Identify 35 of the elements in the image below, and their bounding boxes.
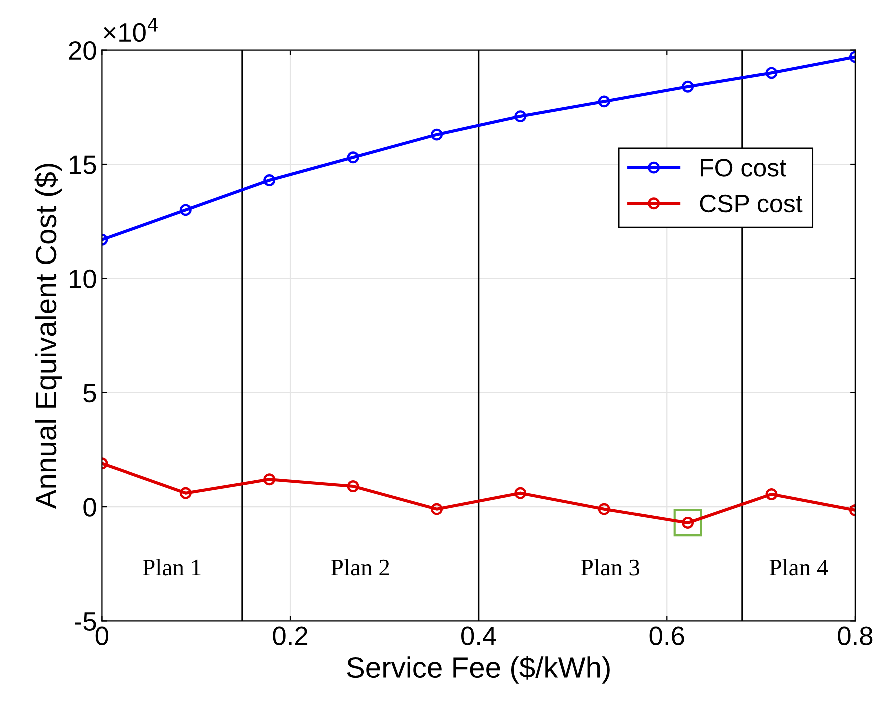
- x-tick-label: 0.6: [650, 626, 684, 646]
- point: [347, 152, 360, 164]
- point: [514, 110, 527, 123]
- point: [347, 480, 360, 492]
- point: [431, 128, 443, 141]
- point: [264, 474, 276, 486]
- point: [180, 204, 192, 216]
- annotation: Plan 4: [770, 559, 828, 576]
- y-tick-label: 10: [70, 270, 96, 289]
- x-tick-label: 0: [96, 626, 109, 646]
- y-tick-label: -5: [75, 612, 96, 632]
- y-axis-title: Annual Equivalent Cost ($): [34, 164, 62, 510]
- y-tick-label: 5: [84, 384, 96, 403]
- text: ×10$^{4}$: [104, 18, 158, 42]
- x-axis-title: Service Fee ($/kWh): [347, 656, 610, 684]
- point: [766, 67, 778, 80]
- x-tick-label: 0.8: [838, 626, 873, 646]
- legend-label: CSP cost: [700, 194, 803, 213]
- y-tick-label: 15: [70, 156, 96, 174]
- x-tick-label: 0.4: [462, 626, 496, 646]
- point: [514, 487, 527, 500]
- annotation: Plan 3: [581, 559, 640, 576]
- annotation: Plan 1: [143, 559, 201, 576]
- point: [598, 96, 610, 108]
- point: [431, 503, 443, 516]
- x-tick-label: 0.2: [273, 626, 308, 646]
- point: [180, 487, 192, 500]
- y-tick-label: 20: [69, 41, 96, 60]
- point: [766, 488, 778, 500]
- point: [264, 174, 276, 186]
- point: [682, 80, 694, 93]
- legend-label: FO cost: [701, 159, 786, 177]
- point: [598, 503, 610, 516]
- y-tick-label: 0: [84, 498, 96, 517]
- annotation: Plan 2: [331, 559, 390, 576]
